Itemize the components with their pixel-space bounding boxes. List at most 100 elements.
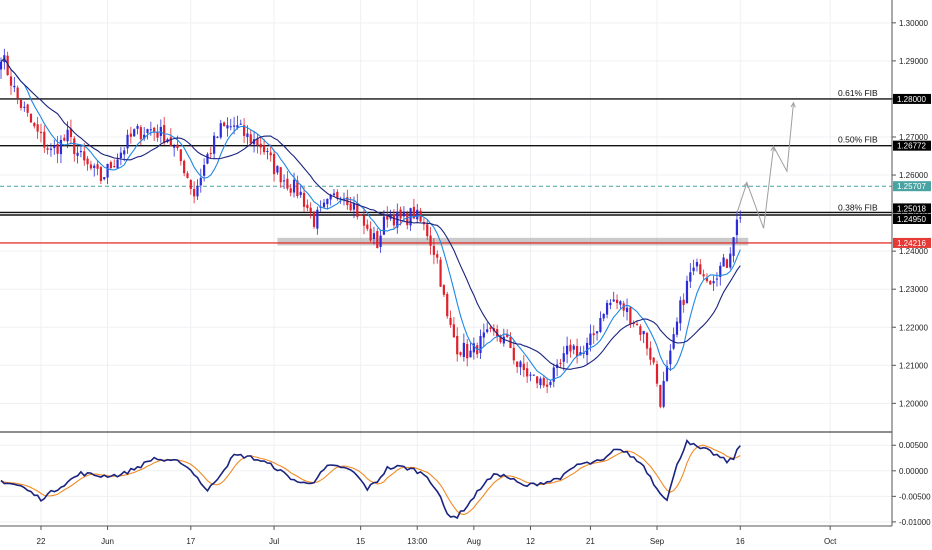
candle-6 [19, 99, 23, 111]
candle-171 [569, 339, 572, 358]
fib-levels[interactable] [0, 98, 892, 244]
candle-body-188 [625, 307, 629, 313]
candle-203 [675, 317, 679, 338]
candle-body-93 [309, 207, 312, 213]
candle-108 [359, 214, 362, 216]
candle-body-193 [642, 331, 645, 335]
candle-12 [39, 123, 43, 143]
candle-209 [695, 258, 699, 272]
candle-body-16 [53, 145, 56, 148]
fast-ma-line [0, 57, 741, 381]
candle-140 [466, 338, 469, 367]
candle-104 [346, 189, 349, 210]
candle-82 [272, 149, 276, 182]
price-tag-5: 1.24216 [893, 237, 931, 248]
projection-path[interactable] [736, 102, 794, 229]
candle-body-138 [459, 352, 462, 355]
oscillator-signal-line [0, 444, 741, 516]
candle-body-73 [242, 125, 246, 136]
candle-body-107 [356, 203, 359, 217]
candle-body-100 [332, 193, 336, 196]
candle-body-195 [649, 347, 652, 360]
candle-body-222 [739, 217, 742, 219]
price-axis[interactable]: 1.30000 1.29000 1.28000 1.27000 1.26000 1.250… [891, 0, 931, 527]
time-axis-label-11: Oct [824, 537, 837, 546]
candle-188 [625, 298, 629, 321]
candle-83 [276, 165, 279, 175]
oscillator-panel[interactable] [0, 439, 892, 523]
candle-body-89 [296, 180, 299, 197]
candle-95 [316, 206, 319, 235]
fib-label-1: 0.50% FIB [838, 135, 878, 145]
candle-153 [509, 332, 512, 349]
price-tag-1: 1.26772 [893, 140, 931, 151]
candle-body-162 [539, 378, 542, 386]
candle-body-128 [426, 224, 429, 237]
candle-body-121 [402, 211, 406, 217]
candle-81 [269, 144, 272, 162]
candle-body-115 [382, 216, 386, 235]
candle-3 [9, 68, 13, 95]
candle-80 [266, 147, 269, 160]
candle-body-42 [139, 127, 142, 140]
candle-195 [649, 341, 652, 366]
candle-39 [129, 126, 132, 144]
candle-body-62 [206, 154, 209, 164]
candle-body-63 [209, 153, 212, 155]
fib-labels: 0.61% FIB 0.50% FIB 0.38% FIB [838, 88, 878, 212]
candle-172 [572, 343, 575, 355]
candle-122 [406, 210, 409, 230]
oscillator-main-line [0, 439, 741, 520]
candle-78 [259, 136, 262, 155]
candle-208 [692, 259, 695, 275]
candle-body-219 [729, 253, 732, 268]
candle-body-137 [456, 335, 459, 355]
candle-17 [56, 135, 59, 164]
candle-body-68 [226, 125, 229, 129]
candle-body-98 [326, 198, 329, 205]
candle-body-17 [56, 144, 59, 154]
price-tag-bg-3 [893, 203, 931, 214]
candle-body-184 [612, 299, 615, 302]
candle-body-33 [109, 162, 112, 169]
candle-body-198 [659, 385, 662, 407]
candle-body-208 [692, 267, 695, 272]
oscillator-gridlines [0, 444, 892, 523]
candle-body-56 [186, 173, 189, 178]
candle-187 [622, 300, 625, 317]
candle-142 [472, 337, 475, 360]
candle-134 [446, 291, 449, 319]
price-panel[interactable]: 0.61% FIB 0.50% FIB 0.38% FIB [0, 0, 892, 526]
candle-24 [79, 144, 83, 158]
candle-158 [526, 361, 529, 383]
candle-body-24 [79, 151, 83, 153]
osc-axis-label-1: 0.00000 [899, 467, 928, 476]
candle-40 [133, 128, 136, 137]
candle-body-211 [702, 274, 705, 277]
price-axis-ticks: 1.30000 1.29000 1.28000 1.27000 1.26000 1.250… [892, 19, 928, 408]
candle-body-144 [479, 335, 482, 353]
candle-161 [536, 375, 539, 389]
candle-body-161 [536, 376, 539, 384]
candle-21 [69, 119, 73, 145]
candle-60 [199, 168, 202, 193]
candle-85 [282, 174, 286, 189]
candle-132 [439, 256, 442, 287]
price-axis-label-9: 1.21000 [899, 361, 928, 370]
candle-body-80 [266, 150, 269, 152]
candle-body-215 [715, 278, 719, 280]
candle-body-43 [143, 134, 146, 139]
candle-32 [106, 163, 109, 185]
candle-body-31 [103, 177, 106, 180]
candle-167 [556, 359, 559, 377]
candle-body-207 [689, 272, 692, 282]
candle-body-32 [106, 163, 109, 178]
candle-145 [482, 323, 485, 347]
price-tag-4: 1.24950 [893, 214, 931, 224]
candle-body-182 [605, 302, 609, 315]
candle-body-149 [496, 329, 499, 337]
candle-body-101 [336, 191, 339, 198]
time-axis[interactable]: 22 Jun 17 Jul 15 13:00 Aug 12 21 Sep 16 Oct [0, 525, 892, 546]
candle-59 [196, 179, 199, 201]
